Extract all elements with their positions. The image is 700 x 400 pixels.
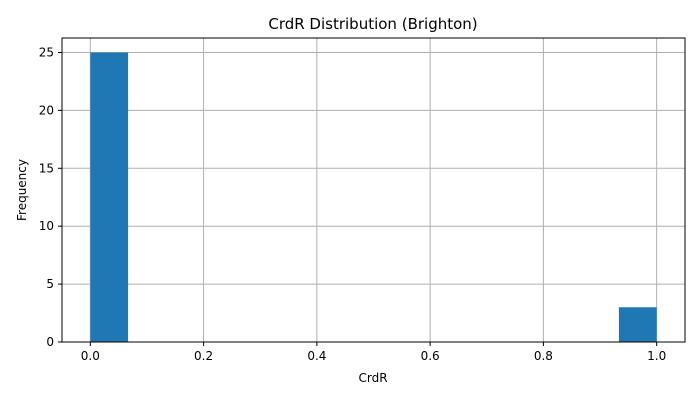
y-tick-label: 15 bbox=[39, 161, 54, 175]
x-tick-label: 1.0 bbox=[647, 349, 666, 363]
histogram-bar-1 bbox=[618, 307, 657, 342]
histogram-bar-0 bbox=[90, 52, 129, 342]
y-tick-label: 25 bbox=[39, 45, 54, 59]
grid bbox=[62, 38, 685, 343]
y-tick-label: 10 bbox=[39, 219, 54, 233]
x-tick-label: 0.8 bbox=[534, 349, 553, 363]
x-axis-ticks: 0.0 0.2 0.4 0.6 0.8 1.0 bbox=[81, 342, 666, 363]
y-axis-label: Frequency bbox=[15, 159, 29, 221]
x-tick-label: 0.6 bbox=[421, 349, 440, 363]
bars bbox=[90, 52, 657, 342]
y-tick-label: 20 bbox=[39, 103, 54, 117]
x-tick-label: 0.0 bbox=[81, 349, 100, 363]
x-axis-label: CrdR bbox=[358, 371, 387, 385]
x-tick-label: 0.2 bbox=[194, 349, 213, 363]
y-tick-label: 5 bbox=[46, 277, 54, 291]
plot-frame bbox=[61, 37, 686, 343]
y-axis-ticks: 0 5 10 15 20 25 bbox=[39, 45, 62, 349]
chart-title: CrdR Distribution (Brighton) bbox=[268, 15, 477, 33]
x-tick-label: 0.4 bbox=[307, 349, 326, 363]
y-tick-label: 0 bbox=[46, 335, 54, 349]
